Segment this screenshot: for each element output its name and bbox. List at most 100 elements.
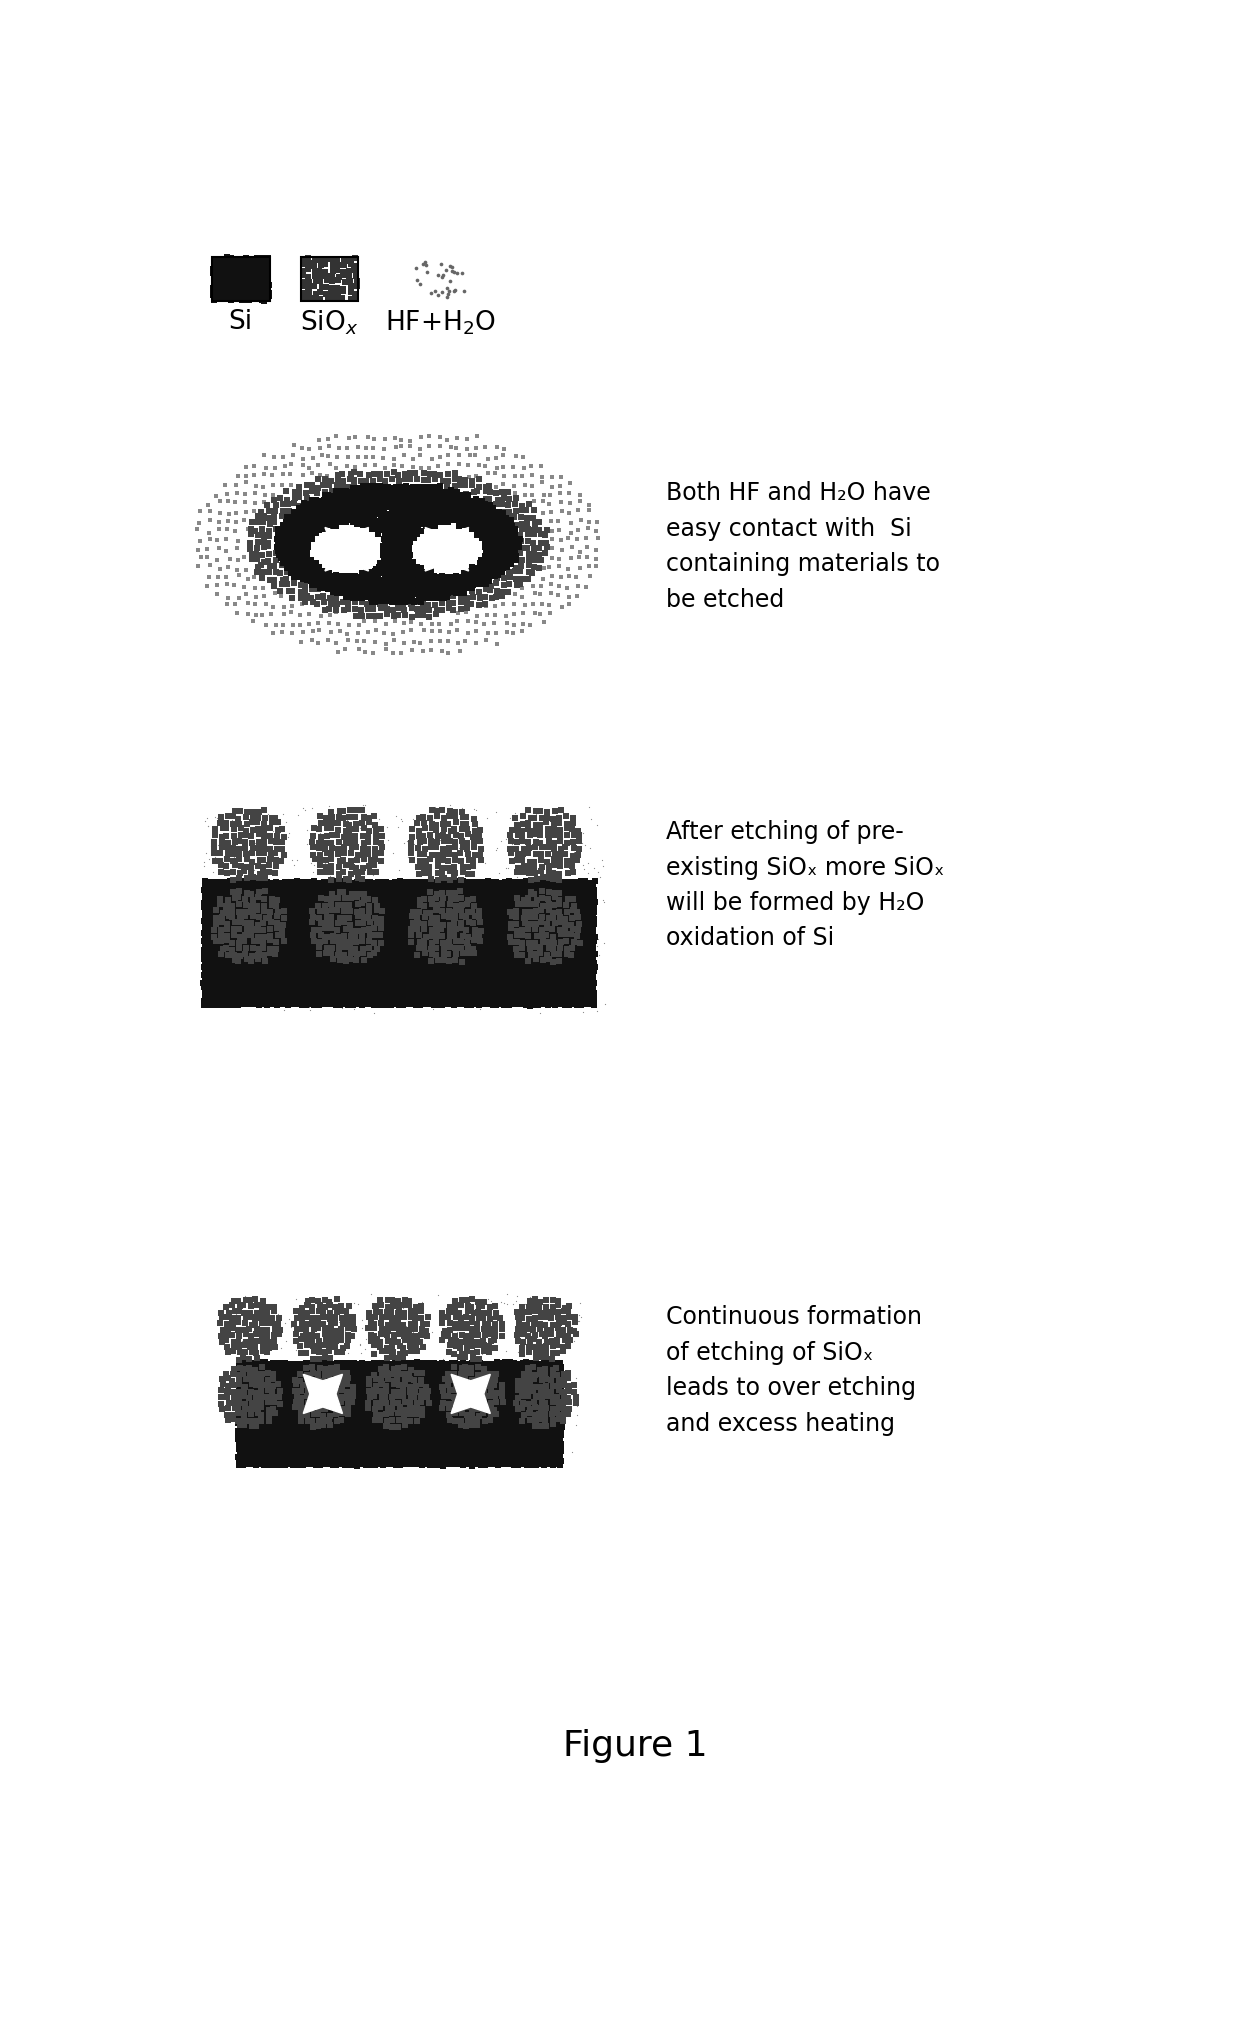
- Point: [451, 1289, 471, 1321]
- Point: [309, 916, 329, 949]
- Point: [409, 825, 429, 858]
- Point: [216, 983, 236, 1016]
- Point: [567, 1307, 587, 1339]
- Point: [474, 1374, 494, 1406]
- Point: [534, 1414, 554, 1446]
- Point: [319, 607, 339, 639]
- Point: [477, 902, 497, 935]
- Point: [223, 1400, 243, 1432]
- Point: [531, 1370, 551, 1402]
- Point: [298, 261, 317, 293]
- Point: [403, 1390, 423, 1422]
- Point: [326, 479, 346, 512]
- Point: [427, 795, 446, 827]
- Point: [428, 963, 448, 995]
- Point: [224, 568, 244, 601]
- Point: [335, 920, 355, 953]
- Point: [542, 1398, 562, 1430]
- Point: [284, 554, 304, 587]
- Point: [533, 1402, 553, 1434]
- Point: [332, 1307, 352, 1339]
- Point: [207, 247, 227, 279]
- Point: [351, 1414, 371, 1446]
- Point: [384, 1325, 404, 1357]
- Point: [259, 269, 279, 301]
- Point: [507, 914, 527, 947]
- Point: [272, 971, 291, 1003]
- Point: [404, 522, 424, 554]
- Point: [445, 1351, 465, 1384]
- Point: [402, 971, 422, 1003]
- Point: [335, 955, 355, 987]
- Point: [236, 955, 255, 987]
- Point: [414, 983, 434, 1016]
- Point: [301, 1444, 321, 1477]
- Point: [263, 989, 283, 1022]
- Point: [394, 1444, 414, 1477]
- Point: [352, 937, 372, 969]
- Point: [360, 1414, 379, 1446]
- Point: [377, 870, 397, 902]
- Point: [542, 892, 562, 925]
- Point: [296, 896, 316, 929]
- Point: [537, 1291, 557, 1323]
- Point: [382, 1410, 402, 1442]
- Point: [289, 1374, 309, 1406]
- Point: [352, 1313, 372, 1345]
- Point: [533, 552, 553, 585]
- Point: [383, 573, 403, 605]
- Point: [280, 1414, 300, 1446]
- Point: [217, 241, 237, 273]
- Point: [255, 1355, 275, 1388]
- Point: [315, 1370, 335, 1402]
- Point: [195, 805, 215, 838]
- Point: [438, 494, 458, 526]
- Point: [388, 599, 408, 631]
- Point: [312, 920, 332, 953]
- Point: [377, 979, 397, 1012]
- Point: [396, 526, 415, 558]
- Point: [345, 243, 365, 275]
- Point: [419, 577, 439, 609]
- Point: [526, 933, 546, 965]
- Point: [227, 257, 247, 289]
- Point: [559, 498, 579, 530]
- Point: [414, 247, 434, 279]
- Point: [394, 581, 414, 613]
- Point: [259, 556, 279, 589]
- Point: [288, 870, 308, 902]
- Point: [445, 943, 465, 975]
- Point: [244, 449, 264, 481]
- Point: [387, 544, 407, 577]
- Point: [403, 1428, 423, 1461]
- Point: [436, 892, 456, 925]
- Point: [579, 494, 599, 526]
- Point: [283, 971, 303, 1003]
- Point: [501, 504, 521, 536]
- Point: [420, 933, 440, 965]
- Point: [218, 838, 238, 870]
- Point: [360, 933, 379, 965]
- Point: [291, 1355, 311, 1388]
- Point: [444, 1295, 464, 1327]
- Point: [281, 544, 301, 577]
- Point: [353, 906, 373, 939]
- Point: [381, 945, 401, 977]
- Point: [238, 599, 258, 631]
- Point: [244, 892, 264, 925]
- Point: [233, 925, 253, 957]
- Point: [501, 912, 521, 945]
- Point: [337, 803, 357, 835]
- Point: [507, 971, 527, 1003]
- Point: [262, 805, 281, 838]
- Point: [224, 977, 244, 1009]
- Point: [314, 1376, 334, 1408]
- Point: [461, 959, 481, 991]
- Point: [518, 838, 538, 870]
- Point: [377, 1448, 397, 1481]
- Point: [533, 933, 553, 965]
- Point: [510, 1434, 529, 1467]
- Point: [386, 506, 405, 538]
- Point: [444, 902, 464, 935]
- Point: [549, 1392, 569, 1424]
